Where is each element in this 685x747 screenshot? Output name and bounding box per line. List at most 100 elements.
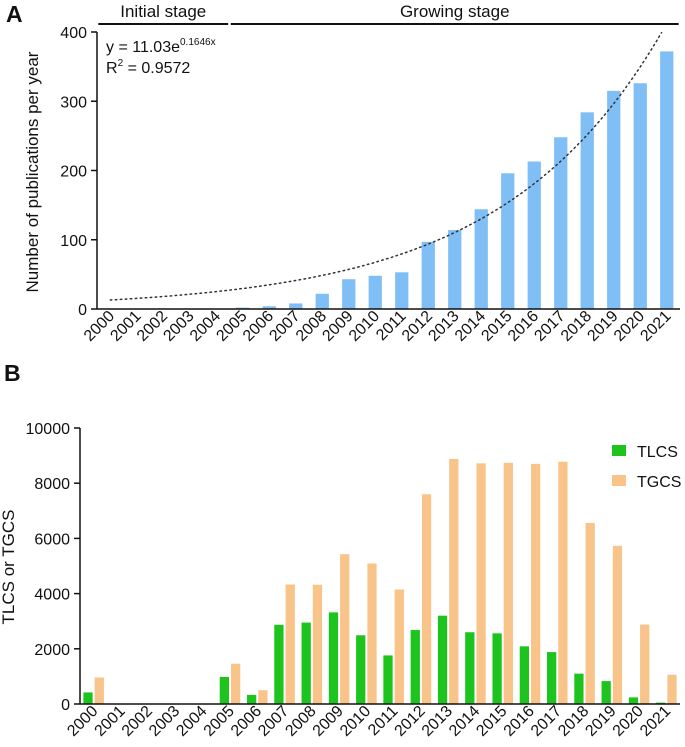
legend-label-tgcs: TGCS (637, 474, 681, 491)
bar-2018 (580, 112, 594, 309)
bar-tlcs-2011 (383, 655, 393, 704)
bar-tgcs-2019 (612, 545, 623, 704)
bar-tlcs-2013 (437, 615, 448, 704)
x-tick-label: 2006 (228, 703, 265, 740)
fit-r-squared: R2 = 0.9572 (106, 58, 190, 77)
panel-b-y-ticks: 0 2000 4000 6000 8000 10000 (26, 421, 80, 714)
bar-2019 (607, 90, 621, 309)
bar-tlcs-2009 (328, 612, 339, 704)
bar-tgcs-2018 (585, 522, 595, 704)
bar-tlcs-2019 (601, 681, 611, 704)
panel-a-y-ticks: 0 100 200 300 400 (60, 25, 97, 319)
panel-b-legend: TLCS TGCS (612, 444, 681, 491)
x-tick-label: 2019 (582, 703, 619, 740)
y-tick-label: 100 (60, 233, 87, 250)
x-tick-label: 2004 (173, 703, 210, 740)
bar-tgcs-2000 (94, 677, 104, 704)
x-tick-label: 2014 (446, 703, 483, 740)
stage-label: Growing stage (400, 2, 510, 21)
legend-swatch-tlcs (612, 445, 626, 456)
bar-2017 (554, 137, 568, 309)
bar-2011 (395, 272, 409, 309)
x-tick-label: 2021 (637, 308, 674, 345)
y-tick-label: 400 (60, 25, 87, 42)
bar-tgcs-2015 (503, 462, 513, 704)
x-tick-label: 2008 (282, 703, 319, 740)
panel-b-x-ticks: 2000200120022003200420052006200720082009… (64, 703, 674, 740)
panel-a-stages: Initial stage Growing stage (98, 2, 679, 25)
bar-tgcs-2008 (312, 584, 323, 704)
bar-tlcs-2000 (83, 692, 93, 704)
y-tick-label: 10000 (26, 421, 71, 438)
bar-tlcs-2005 (219, 676, 229, 704)
x-tick-label: 2002 (119, 703, 156, 740)
bar-tgcs-2009 (340, 554, 350, 704)
x-tick-label: 2017 (528, 703, 565, 740)
bar-tlcs-2017 (547, 652, 557, 704)
bar-tlcs-2018 (574, 673, 584, 704)
bar-2007 (289, 303, 303, 309)
bar-2006 (262, 306, 276, 309)
bar-tgcs-2021 (667, 674, 677, 704)
bar-tgcs-2016 (531, 463, 541, 704)
stage-label: Initial stage (120, 2, 206, 21)
bar-tgcs-2017 (558, 461, 568, 704)
bar-2015 (501, 173, 515, 309)
bar-2014 (474, 209, 488, 309)
x-tick-label: 2021 (637, 703, 674, 740)
bar-tgcs-2006 (258, 690, 268, 704)
panel-a-bars (236, 51, 674, 310)
y-tick-label: 300 (60, 94, 87, 111)
panel-a-y-label: Number of publications per year (23, 51, 42, 292)
x-tick-label: 2013 (419, 703, 456, 740)
x-tick-label: 2012 (392, 703, 429, 740)
panel-a-x-ticks: 2000200120022003200420052006200720082009… (81, 308, 675, 345)
bar-tlcs-2016 (519, 646, 529, 704)
panel-b: B 0 2000 4000 6000 8000 10000 200020012002200… (0, 360, 681, 740)
bar-2012 (421, 241, 435, 309)
bar-2013 (448, 230, 462, 309)
panel-a-fit (109, 31, 663, 301)
x-tick-label: 2003 (146, 703, 183, 740)
x-tick-label: 2007 (255, 703, 292, 740)
x-tick-label: 2009 (310, 703, 347, 740)
x-tick-label: 2020 (610, 703, 647, 740)
bar-2010 (368, 275, 382, 309)
bar-tlcs-2020 (628, 697, 639, 704)
y-tick-label: 4000 (34, 587, 70, 604)
bar-2009 (342, 279, 356, 309)
bar-tgcs-2007 (285, 584, 295, 704)
x-tick-label: 2016 (501, 703, 538, 740)
bar-tlcs-2006 (247, 694, 257, 704)
bar-tgcs-2020 (640, 624, 650, 704)
bar-tlcs-2012 (410, 630, 420, 704)
bar-2016 (527, 161, 541, 309)
y-tick-label: 200 (60, 164, 87, 181)
x-tick-label: 2010 (337, 703, 374, 740)
x-tick-label: 2005 (201, 703, 238, 740)
bar-2008 (315, 293, 329, 309)
x-tick-label: 2010 (346, 308, 383, 345)
bar-tgcs-2014 (476, 463, 486, 704)
bar-tlcs-2007 (274, 624, 284, 704)
panel-b-bars (83, 458, 677, 704)
y-tick-label: 0 (61, 697, 70, 714)
bar-tlcs-2014 (465, 632, 475, 704)
x-tick-label: 2001 (92, 703, 129, 740)
y-tick-label: 6000 (34, 531, 70, 548)
bar-tgcs-2010 (367, 563, 377, 704)
bar-tlcs-2008 (301, 622, 311, 704)
x-tick-label: 2015 (473, 703, 510, 740)
legend-swatch-tgcs (612, 475, 626, 486)
panel-a-letter: A (6, 1, 23, 27)
fit-curve (109, 31, 663, 301)
y-tick-label: 0 (78, 302, 87, 319)
panel-b-letter: B (4, 360, 21, 386)
panel-a: A 0 100 200 300 400 200020012002200320042005… (6, 1, 680, 345)
panel-b-y-label: TLCS or TGCS (0, 510, 18, 625)
bar-tlcs-2010 (356, 635, 366, 704)
fit-equation: y = 11.03e0.1646x (106, 37, 216, 56)
y-tick-label: 2000 (34, 642, 70, 659)
bar-tgcs-2005 (231, 663, 241, 704)
legend-label-tlcs: TLCS (637, 444, 678, 461)
